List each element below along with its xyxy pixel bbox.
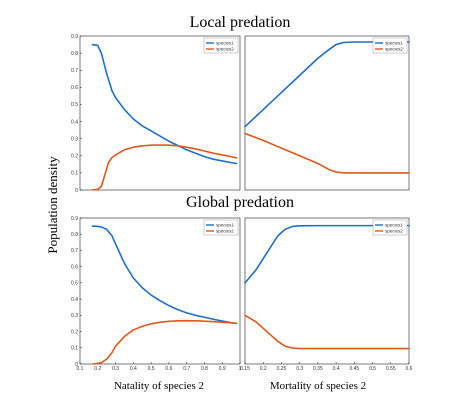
series-line-species1	[91, 43, 238, 165]
y-tick-label: 0.7	[71, 68, 78, 74]
y-tick-label: 0.4	[71, 297, 78, 303]
x-tick-label: 0.2	[260, 366, 267, 372]
y-tick-label: 0.8	[71, 232, 78, 238]
x-tick-label: 0.35	[313, 366, 323, 372]
x-tick-label: 0.45	[349, 366, 359, 372]
x-tick-label: 0.5	[369, 366, 376, 372]
legend-label-species2: species2	[216, 47, 234, 52]
plot-area-local-natality	[79, 35, 241, 191]
y-tick-label: 0.7	[71, 248, 78, 254]
legend-label-species1: species1	[385, 41, 403, 46]
x-tick-label: 0.5	[148, 366, 155, 372]
y-tick-label: 0.6	[71, 264, 78, 270]
y-tick-label: 0.2	[71, 154, 78, 160]
y-tick-label: 0.6	[71, 85, 78, 91]
y-tick-label: 0.3	[71, 313, 78, 319]
y-tick-label: 0.5	[71, 281, 78, 287]
y-axis-label: Population density	[45, 156, 60, 254]
legend-label-species2: species2	[216, 229, 234, 234]
x-tick-label: 1	[239, 366, 242, 372]
series-line-species1	[244, 41, 410, 128]
y-tick-label: 0	[75, 362, 78, 368]
series-line-species1	[91, 225, 238, 325]
series-line-species2	[91, 319, 238, 365]
y-tick-label: 0.5	[71, 102, 78, 108]
title-global-predation: Global predation	[186, 194, 294, 211]
x-tick-label: 0.4	[130, 366, 137, 372]
x-tick-label: 0.8	[201, 366, 208, 372]
title-local-predation: Local predation	[190, 14, 291, 31]
series-line-species2	[91, 144, 238, 191]
legend-label-species2: species2	[385, 47, 403, 52]
legend-label-species2: species2	[385, 229, 403, 234]
x-axis-label-natality: Natality of species 2	[114, 380, 204, 392]
x-tick-label: 0.4	[333, 366, 340, 372]
chart-panels: 00.10.20.30.40.50.60.70.80.9species1spec…	[71, 34, 413, 372]
x-tick-label: 0.55	[386, 366, 396, 372]
x-tick-label: 0.15	[240, 366, 250, 372]
legend-label-species1: species1	[385, 223, 403, 228]
chart-panel-global-natality: 00.10.20.30.40.50.60.70.80.90.1 0.2 0.3 0.4…	[71, 216, 242, 372]
x-tick-label: 0.6	[406, 366, 413, 372]
y-tick-label: 0.9	[71, 216, 78, 222]
x-tick-label: 0.6	[165, 366, 172, 372]
x-tick-label: 0.2	[94, 366, 101, 372]
x-tick-label: 0.3	[112, 366, 119, 372]
y-tick-label: 0.9	[71, 34, 78, 40]
x-axis-label-mortality: Mortality of species 2	[270, 380, 366, 392]
y-tick-label: 0.4	[71, 119, 78, 125]
x-tick-label: 0.3	[296, 366, 303, 372]
plot-area-local-mortality	[244, 35, 410, 191]
plot-area-global-natality	[79, 217, 241, 365]
legend-label-species1: species1	[216, 41, 234, 46]
series-line-species2	[244, 132, 410, 174]
x-tick-label: 0.25	[277, 366, 287, 372]
series-line-species2	[244, 314, 410, 350]
y-tick-label: 0.3	[71, 136, 78, 142]
y-tick-label: 0.1	[71, 171, 78, 177]
y-tick-label: 0.8	[71, 51, 78, 57]
y-tick-label: 0	[75, 188, 78, 194]
legend-label-species1: species1	[216, 223, 234, 228]
x-tick-label: 0.1	[77, 366, 84, 372]
series-line-species1	[244, 224, 410, 284]
y-tick-label: 0.1	[71, 346, 78, 352]
x-tick-label: 0.9	[219, 366, 226, 372]
x-tick-label: 0.7	[183, 366, 190, 372]
chart-panel-local-natality: 0 0.1 0.2 0.3 0.4 0.5 0.6 0.7 0.8 0.9 species1spec…	[71, 34, 241, 194]
y-tick-label: 0.2	[71, 329, 78, 335]
chart-panel-global-mortality: 0.15 0.2 0.25 0.3 0.35 0.4 0.45 0.5 0.55 0.6 speci…	[240, 217, 413, 372]
plot-area-global-mortality	[244, 217, 410, 365]
